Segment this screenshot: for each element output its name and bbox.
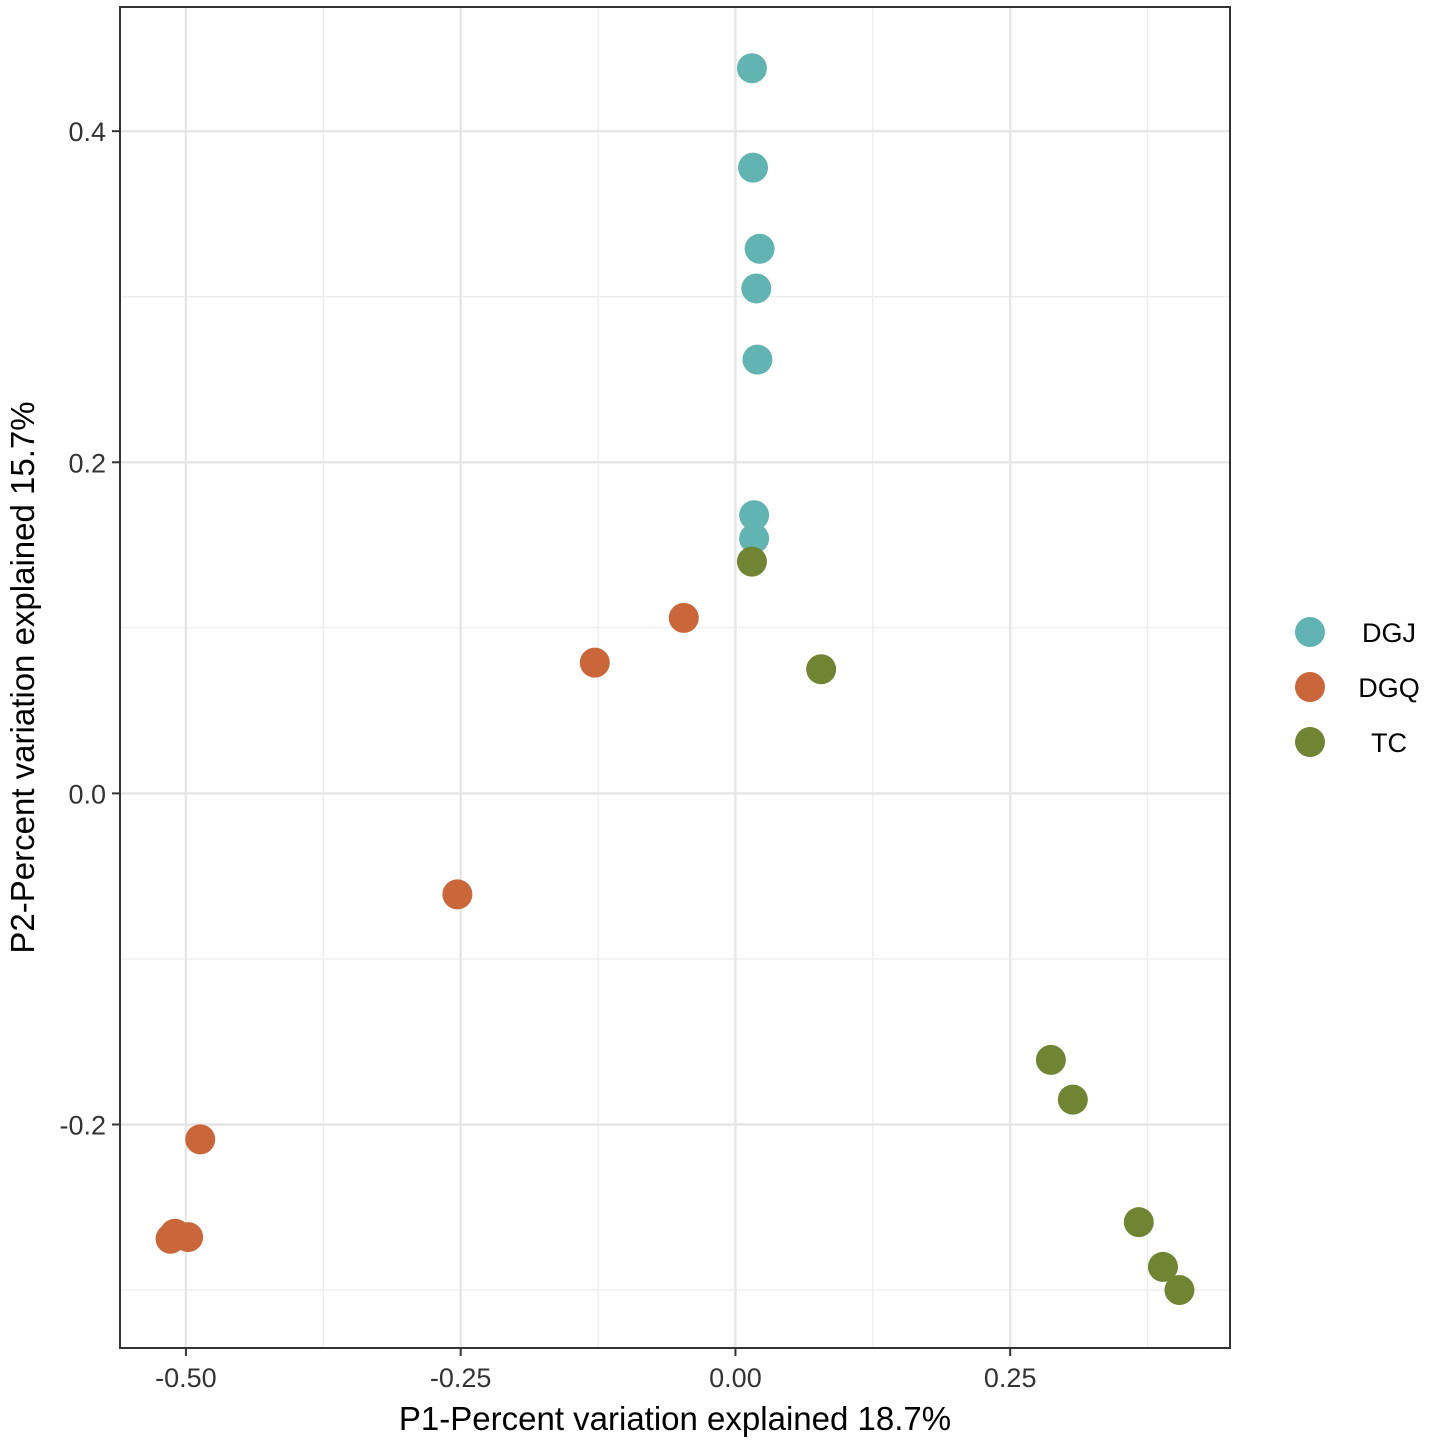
y-tick-label: 0.4 (68, 117, 106, 147)
x-tick-label: -0.25 (430, 1363, 492, 1393)
data-point-dgq (579, 647, 610, 678)
data-point-dgq (442, 879, 473, 910)
x-axis-title: P1-Percent variation explained 18.7% (399, 1400, 951, 1437)
legend-label-tc: TC (1371, 728, 1407, 758)
data-point-dgj (739, 500, 770, 531)
data-point-tc (806, 654, 837, 685)
data-point-dgj (741, 273, 772, 304)
x-tick-label: 0.25 (984, 1363, 1037, 1393)
panel-border (119, 6, 1231, 1349)
data-point-tc (1147, 1251, 1178, 1282)
legend: DGJ DGQ TC (1295, 617, 1420, 758)
data-points (155, 53, 1195, 1306)
data-point-dgj (736, 53, 767, 84)
y-tick-label: 0.2 (68, 448, 106, 478)
data-point-dgj (738, 152, 769, 183)
y-axis-title: P2-Percent variation explained 15.7% (4, 401, 41, 953)
grid (120, 7, 1230, 1348)
data-point-tc (1035, 1044, 1066, 1075)
y-tick-label: -0.2 (59, 1111, 106, 1141)
legend-label-dgj: DGJ (1362, 618, 1416, 648)
legend-key-dgj (1295, 617, 1325, 647)
data-point-dgj (739, 523, 770, 554)
legend-key-tc (1295, 727, 1325, 757)
data-point-tc (736, 546, 767, 577)
data-point-dgq (155, 1223, 186, 1254)
x-tick-label: 0.00 (709, 1363, 762, 1393)
data-point-dgq (185, 1124, 216, 1155)
data-point-dgj (744, 233, 775, 264)
axis-ticks: -0.50 -0.25 0.00 0.25 -0.2 0.0 0.2 0.4 (59, 117, 1036, 1393)
data-point-tc (1164, 1275, 1195, 1306)
data-point-dgq (668, 602, 699, 633)
data-point-tc (1123, 1207, 1154, 1238)
data-point-dgj (742, 344, 773, 375)
x-tick-label: -0.50 (155, 1363, 217, 1393)
legend-key-dgq (1295, 672, 1325, 702)
data-point-tc (1057, 1084, 1088, 1115)
legend-label-dgq: DGQ (1358, 673, 1420, 703)
y-tick-label: 0.0 (68, 779, 106, 809)
